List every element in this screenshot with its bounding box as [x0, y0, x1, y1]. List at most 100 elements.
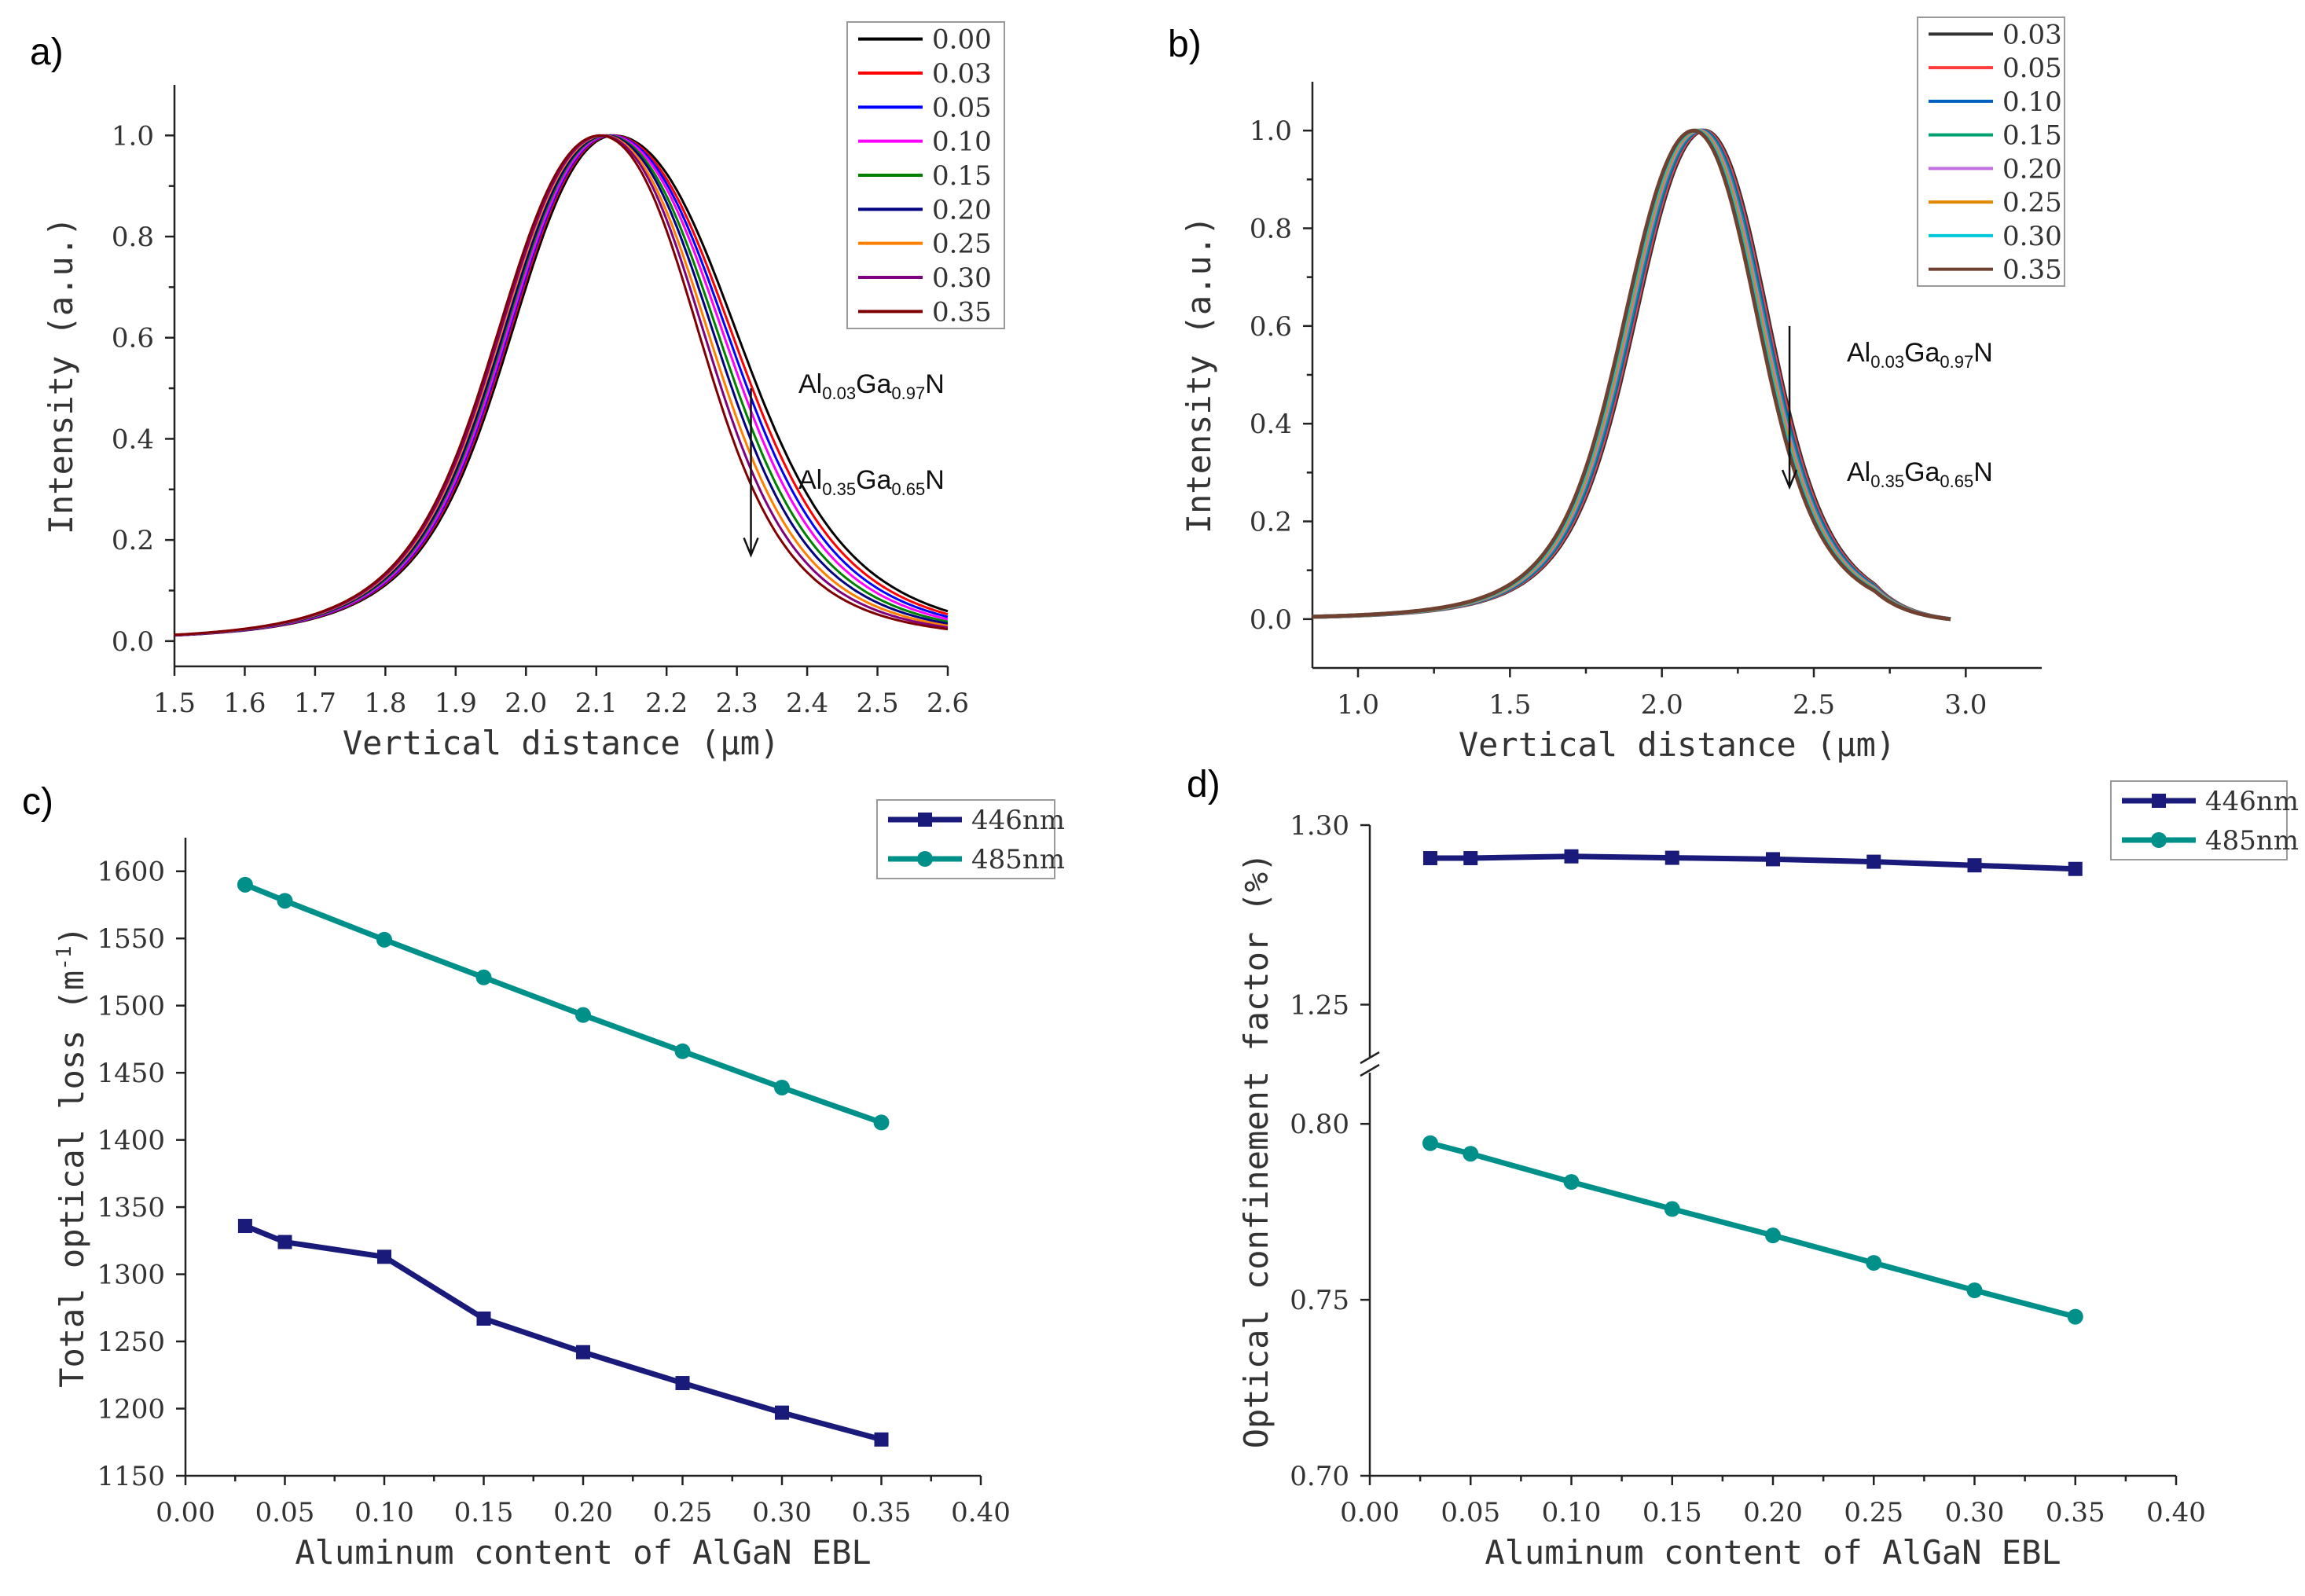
legend-label: 0.30	[932, 262, 992, 294]
legend-label: 0.20	[932, 194, 992, 226]
legend-box	[876, 799, 1055, 879]
annot-element: Ga	[1904, 338, 1940, 368]
data-point-circle	[475, 969, 492, 985]
x-tick-label: 2.2	[645, 688, 688, 719]
legend-item: 485nm	[888, 844, 1065, 875]
y-axis-title: Total optical loss (m-1)	[53, 926, 91, 1388]
legend: 446nm 485nm	[876, 799, 1065, 879]
legend: 446nm 485nm	[2110, 780, 2299, 860]
data-point-square	[476, 1311, 491, 1326]
series-line	[1312, 128, 1951, 622]
data-point-circle	[2067, 1308, 2083, 1325]
y-tick-label: 0.2	[112, 525, 154, 556]
x-tick-label: 2.6	[927, 688, 969, 719]
series-line	[244, 882, 883, 1125]
data-point-circle	[1765, 1227, 1781, 1244]
series-line	[1312, 128, 1951, 622]
legend-label: 0.05	[932, 92, 992, 123]
annot-subscript: 0.03	[822, 383, 856, 403]
y-tick-label: 0.4	[1250, 409, 1292, 440]
data-point-square	[1967, 858, 1982, 873]
y-tick-label: 0.70	[1290, 1461, 1349, 1492]
x-tick-label: 0.05	[255, 1497, 315, 1528]
series-line	[1430, 1140, 2076, 1319]
panel-a: 1.5 1.6 1.7 1.8 1.9 2.0 2.1 2.2 2.3 2.4 2.5 2.60.00…	[30, 21, 1005, 762]
legend-item: 0.30	[858, 262, 992, 294]
y-tick-label: 1200	[97, 1394, 165, 1425]
data-point-circle	[277, 893, 293, 909]
y-tick-label: 0.75	[1290, 1285, 1349, 1316]
x-tick-label: 3.0	[1944, 689, 1987, 721]
legend-item: 0.30	[1929, 221, 2062, 252]
legend: 0.000.030.05 0.100.150.200.250.300.35	[846, 21, 1005, 329]
x-tick-label: 2.5	[857, 688, 899, 719]
data-point-circle	[237, 876, 253, 893]
annot-element: Al	[1847, 457, 1870, 487]
y-tick-label: 1350	[97, 1192, 165, 1224]
legend-marker-square	[918, 813, 932, 827]
series-group	[174, 134, 949, 637]
data-point-circle	[575, 1007, 591, 1023]
legend-label: 0.15	[2002, 120, 2062, 152]
x-axis-title: Aluminum content of AlGaN EBL	[295, 1533, 871, 1572]
legend-label: 446nm	[2205, 786, 2299, 817]
series-485nm	[237, 876, 890, 1131]
series-line	[174, 134, 949, 637]
series-line	[1312, 128, 1951, 622]
legend-marker-square	[2152, 794, 2166, 808]
data-point-square	[377, 1249, 391, 1264]
x-axis-title: Aluminum content of AlGaN EBL	[1485, 1533, 2061, 1572]
data-point-square	[874, 1432, 889, 1447]
axis-break-mark	[1360, 1051, 1380, 1065]
data-point-circle	[1966, 1282, 1983, 1298]
x-tick-label: 0.40	[951, 1497, 1011, 1528]
annot-element: N	[925, 369, 945, 399]
annot-element: N	[1973, 338, 1993, 368]
legend-label: 0.25	[2002, 187, 2062, 218]
annot-subscript: 0.97	[1940, 352, 1973, 372]
y-tick-label: 0.80	[1290, 1109, 1349, 1140]
x-tick-label: 0.40	[2146, 1497, 2206, 1528]
series-485nm	[1422, 1135, 2083, 1325]
data-point-square	[237, 1219, 252, 1234]
legend-label: 0.35	[2002, 255, 2062, 286]
legend-label: 0.10	[932, 127, 992, 158]
legend-item: 446nm	[2122, 786, 2299, 817]
legend-box	[1917, 17, 2065, 287]
x-tick-label: 2.4	[786, 688, 828, 719]
x-tick-label: 0.20	[1743, 1497, 1803, 1528]
y-axis-title: Intensity (a.u.)	[1180, 216, 1218, 534]
x-tick-label: 0.35	[852, 1497, 912, 1528]
x-axis-title: Vertical distance (μm)	[343, 724, 780, 762]
legend-label: 0.03	[932, 58, 992, 90]
data-point-circle	[376, 931, 392, 948]
data-point-circle	[1463, 1146, 1479, 1162]
legend-label: 0.00	[932, 24, 992, 56]
panel-label: a)	[30, 31, 64, 73]
x-tick-label: 0.25	[1844, 1497, 1903, 1528]
data-point-square	[576, 1345, 590, 1359]
legend-label: 446nm	[971, 805, 1065, 836]
data-point-square	[1866, 854, 1881, 869]
data-point-square	[775, 1405, 789, 1420]
annot-element: Al	[798, 465, 822, 495]
legend-marker-circle	[2151, 832, 2167, 848]
data-point-circle	[873, 1114, 890, 1131]
annot-subscript: 0.35	[1870, 471, 1904, 491]
y-axis-title: Intensity (a.u.)	[42, 217, 80, 535]
series-line	[1312, 128, 1951, 622]
annot-element: N	[925, 465, 945, 495]
y-tick-label: 0.4	[112, 424, 154, 455]
annotation-upper: Al0.03Ga0.97N	[798, 369, 945, 403]
axis-break-mark	[1360, 1063, 1380, 1077]
data-point-square	[1422, 851, 1437, 866]
data-point-square	[1766, 852, 1780, 867]
annot-subscript: 0.03	[1870, 352, 1904, 372]
x-tick-label: 2.1	[575, 688, 618, 719]
y-tick-label: 1.30	[1290, 810, 1349, 842]
y-tick-label: 1600	[97, 857, 165, 888]
arrow-head	[1781, 469, 1798, 490]
legend: 0.030.050.100.150.200.250.300.35	[1917, 17, 2065, 287]
panel-label: c)	[22, 781, 53, 823]
